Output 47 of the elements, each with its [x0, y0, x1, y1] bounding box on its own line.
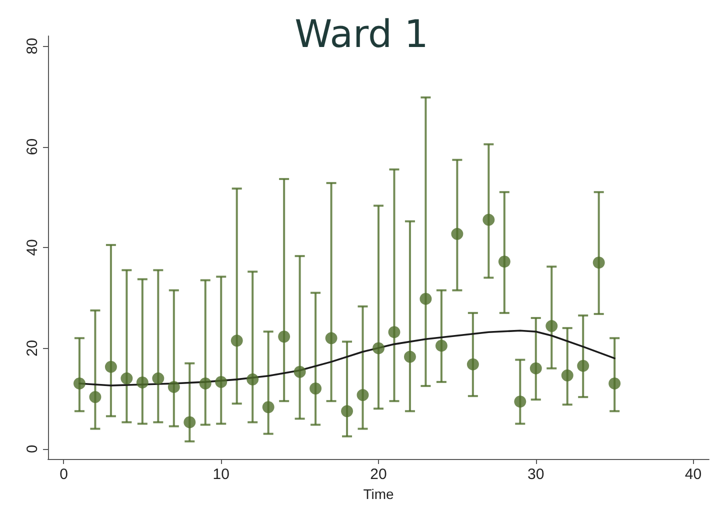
point [73, 377, 86, 390]
point [120, 372, 133, 384]
x-tick-label: 40 [684, 466, 702, 483]
point [230, 334, 243, 347]
point [435, 340, 448, 352]
point [482, 214, 495, 226]
x-axis-title: Time [363, 486, 394, 502]
point [184, 416, 196, 428]
point [451, 228, 464, 240]
x-tick-label: 30 [528, 466, 544, 483]
point [530, 362, 542, 374]
chart-title: Ward 1 [294, 12, 428, 56]
point [608, 377, 621, 390]
point [104, 360, 117, 373]
x-tick-label: 0 [60, 466, 68, 483]
point [592, 256, 605, 269]
point [89, 391, 102, 404]
point [310, 382, 322, 394]
point [546, 320, 558, 332]
point [199, 377, 212, 390]
y-tick-label: 80 [24, 38, 41, 54]
point [356, 389, 369, 402]
point [262, 401, 274, 414]
point [136, 376, 148, 388]
point [215, 376, 228, 388]
point [388, 326, 400, 338]
point [372, 342, 384, 354]
x-tick-label: 20 [370, 466, 387, 483]
y-tick-label: 0 [24, 444, 41, 454]
point [168, 380, 180, 393]
point [152, 372, 164, 384]
point [561, 369, 574, 382]
y-tick-label: 20 [24, 340, 41, 357]
point [420, 292, 432, 305]
point [325, 332, 338, 344]
x-tick-label: 10 [212, 466, 230, 483]
point [246, 373, 259, 386]
point [466, 358, 479, 370]
point [294, 366, 306, 378]
y-tick-label: 60 [24, 138, 41, 156]
point [341, 405, 354, 418]
point [514, 396, 526, 408]
point [577, 360, 590, 372]
point [278, 330, 290, 343]
y-tick-label: 40 [24, 239, 41, 256]
point [498, 256, 510, 268]
point [404, 350, 416, 363]
